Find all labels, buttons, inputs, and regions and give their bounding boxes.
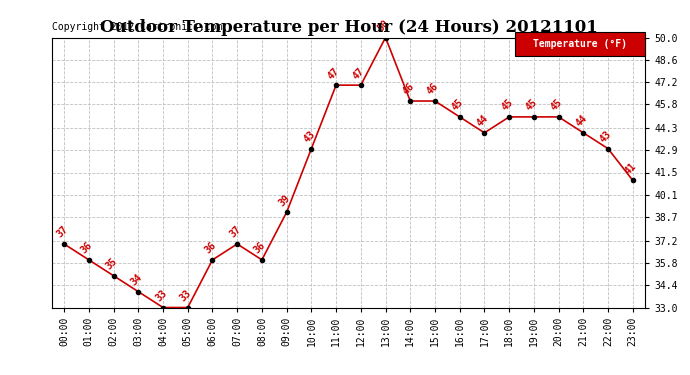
Text: 45: 45 [500, 98, 515, 113]
Text: 35: 35 [104, 256, 119, 272]
Text: 45: 45 [450, 98, 465, 113]
Text: 36: 36 [252, 240, 268, 256]
Text: 41: 41 [623, 161, 638, 176]
Text: 44: 44 [573, 113, 589, 129]
Text: 37: 37 [55, 224, 70, 240]
Text: 45: 45 [524, 98, 540, 113]
Text: 37: 37 [228, 224, 243, 240]
Text: 47: 47 [326, 66, 342, 81]
Text: 34: 34 [128, 272, 144, 288]
Text: 33: 33 [178, 288, 193, 303]
FancyBboxPatch shape [515, 32, 645, 56]
Text: 45: 45 [549, 98, 564, 113]
Text: 44: 44 [475, 113, 490, 129]
Title: Outdoor Temperature per Hour (24 Hours) 20121101: Outdoor Temperature per Hour (24 Hours) … [99, 19, 598, 36]
Text: 46: 46 [425, 81, 441, 97]
Text: 43: 43 [598, 129, 613, 144]
Text: Temperature (°F): Temperature (°F) [533, 39, 627, 49]
Text: 50: 50 [376, 18, 391, 33]
Text: 36: 36 [79, 240, 95, 256]
Text: 36: 36 [203, 240, 218, 256]
Text: 33: 33 [153, 288, 168, 303]
Text: 43: 43 [302, 129, 317, 144]
Text: 46: 46 [400, 81, 416, 97]
Text: 47: 47 [351, 66, 366, 81]
Text: 39: 39 [277, 193, 293, 208]
Text: Copyright 2012 Cartronics.com: Copyright 2012 Cartronics.com [52, 22, 222, 32]
